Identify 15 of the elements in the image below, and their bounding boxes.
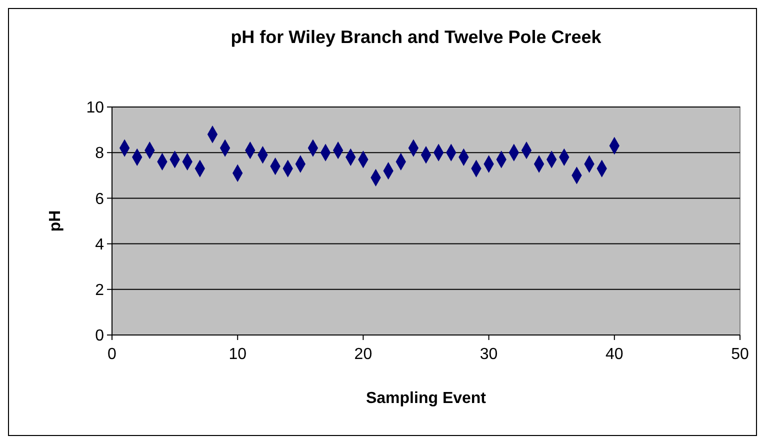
x-tick-label: 20 [354,346,372,363]
y-tick-label: 4 [95,236,104,254]
y-tick-label: 6 [95,190,104,208]
y-tick-label: 10 [86,100,104,117]
y-tick-label: 2 [95,282,104,299]
y-axis-title: pH [47,210,64,232]
x-tick-label: 40 [606,346,624,363]
x-tick-label: 10 [228,346,247,363]
x-tick-label: 30 [480,346,498,363]
x-tick-label: 0 [108,346,117,363]
x-axis-title: Sampling Event [366,390,487,407]
y-tick-label: 0 [95,328,104,345]
x-tick-label: 50 [731,346,749,363]
y-tick-label: 8 [95,145,104,162]
chart-title: pH for Wiley Branch and Twelve Pole Creek [230,27,602,47]
